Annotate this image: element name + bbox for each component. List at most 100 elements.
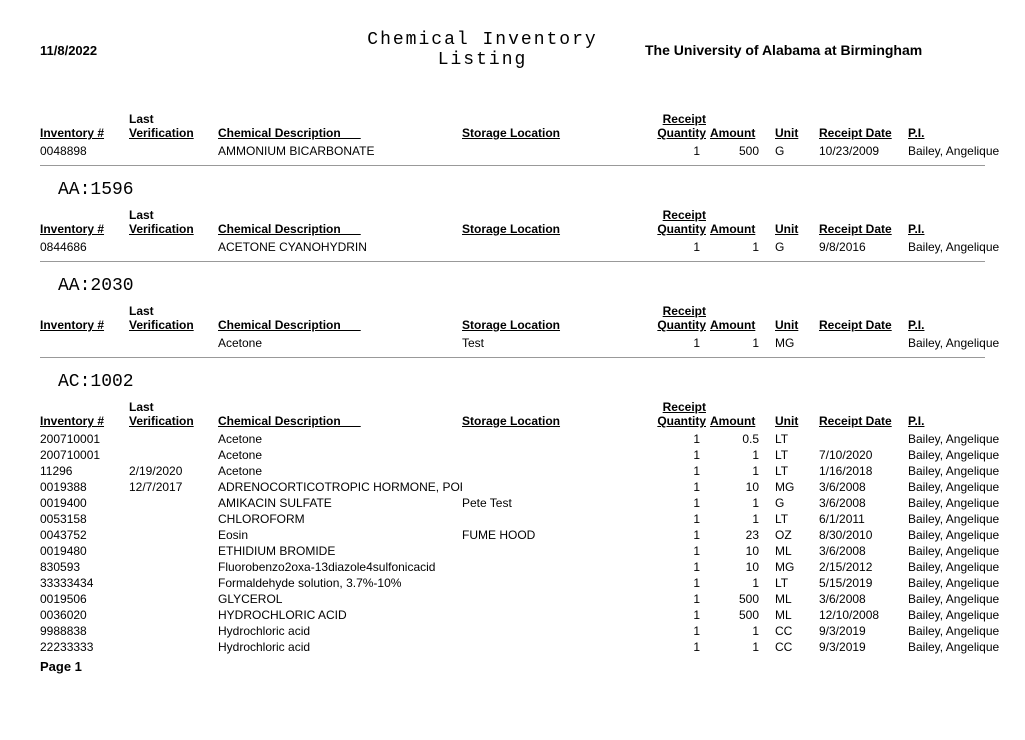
cell-unit: LT bbox=[769, 463, 819, 479]
cell-verification bbox=[129, 431, 218, 447]
cell-amount: 1 bbox=[710, 495, 769, 511]
cell-verification bbox=[129, 607, 218, 623]
cell-pi: Bailey, Angelique bbox=[908, 543, 1025, 559]
cell-pi: Bailey, Angelique bbox=[908, 559, 1025, 575]
cell-inventory: 0048898 bbox=[40, 143, 129, 159]
cell-inventory: 9988838 bbox=[40, 623, 129, 639]
cell-description: Formaldehyde solution, 3.7%-10% bbox=[218, 575, 462, 591]
col-description: Chemical Description bbox=[218, 206, 462, 239]
cell-quantity: 1 bbox=[646, 143, 710, 159]
col-unit: Unit bbox=[769, 110, 819, 143]
cell-location bbox=[462, 543, 646, 559]
inventory-table: Inventory # LastVerification Chemical De… bbox=[40, 110, 1025, 159]
cell-verification bbox=[129, 495, 218, 511]
cell-pi: Bailey, Angelique bbox=[908, 623, 1025, 639]
cell-receipt-date: 10/23/2009 bbox=[819, 143, 908, 159]
col-description: Chemical Description bbox=[218, 110, 462, 143]
col-unit: Unit bbox=[769, 206, 819, 239]
inventory-table: Inventory # LastVerification Chemical De… bbox=[40, 206, 1025, 255]
cell-location bbox=[462, 143, 646, 159]
cell-description: Acetone bbox=[218, 447, 462, 463]
cell-inventory: 22233333 bbox=[40, 639, 129, 655]
column-header-row: Inventory # LastVerification Chemical De… bbox=[40, 398, 1025, 431]
cell-receipt-date: 9/8/2016 bbox=[819, 239, 908, 255]
report-org: The University of Alabama at Birmingham bbox=[645, 42, 985, 58]
cell-unit: MG bbox=[769, 479, 819, 495]
column-header-row: Inventory # LastVerification Chemical De… bbox=[40, 206, 1025, 239]
cell-receipt-date bbox=[819, 335, 908, 351]
cell-description: Hydrochloric acid bbox=[218, 623, 462, 639]
col-pi: P.I. bbox=[908, 110, 1025, 143]
col-quantity: ReceiptQuantity bbox=[646, 302, 710, 335]
cell-verification: 2/19/2020 bbox=[129, 463, 218, 479]
col-pi: P.I. bbox=[908, 398, 1025, 431]
col-receipt-date: Receipt Date bbox=[819, 206, 908, 239]
cell-receipt-date: 1/16/2018 bbox=[819, 463, 908, 479]
cell-unit: MG bbox=[769, 335, 819, 351]
cell-location bbox=[462, 239, 646, 255]
cell-verification bbox=[129, 447, 218, 463]
table-row: 0019400 AMIKACIN SULFATE Pete Test 1 1 G… bbox=[40, 495, 1025, 511]
cell-quantity: 1 bbox=[646, 639, 710, 655]
cell-pi: Bailey, Angelique bbox=[908, 575, 1025, 591]
cell-receipt-date: 8/30/2010 bbox=[819, 527, 908, 543]
cell-verification bbox=[129, 239, 218, 255]
cell-quantity: 1 bbox=[646, 479, 710, 495]
cell-receipt-date: 5/15/2019 bbox=[819, 575, 908, 591]
cell-quantity: 1 bbox=[646, 623, 710, 639]
cell-verification bbox=[129, 591, 218, 607]
cell-description: AMMONIUM BICARBONATE bbox=[218, 143, 462, 159]
col-unit: Unit bbox=[769, 302, 819, 335]
cell-location bbox=[462, 431, 646, 447]
table-row: 0844686 ACETONE CYANOHYDRIN 1 1 G 9/8/20… bbox=[40, 239, 1025, 255]
cell-description: Eosin bbox=[218, 527, 462, 543]
cell-receipt-date: 7/10/2020 bbox=[819, 447, 908, 463]
cell-description: ETHIDIUM BROMIDE bbox=[218, 543, 462, 559]
col-verification: LastVerification bbox=[129, 206, 218, 239]
cell-receipt-date: 3/6/2008 bbox=[819, 543, 908, 559]
cell-unit: LT bbox=[769, 511, 819, 527]
cell-unit: G bbox=[769, 143, 819, 159]
cell-location: Pete Test bbox=[462, 495, 646, 511]
cell-quantity: 1 bbox=[646, 447, 710, 463]
cell-quantity: 1 bbox=[646, 575, 710, 591]
cell-pi: Bailey, Angelique bbox=[908, 495, 1025, 511]
cell-quantity: 1 bbox=[646, 431, 710, 447]
cell-amount: 500 bbox=[710, 607, 769, 623]
col-location: Storage Location bbox=[462, 398, 646, 431]
cell-quantity: 1 bbox=[646, 591, 710, 607]
section-code: AC:1002 bbox=[58, 372, 985, 392]
cell-quantity: 1 bbox=[646, 559, 710, 575]
cell-inventory bbox=[40, 335, 129, 351]
cell-amount: 0.5 bbox=[710, 431, 769, 447]
table-row: 0048898 AMMONIUM BICARBONATE 1 500 G 10/… bbox=[40, 143, 1025, 159]
cell-receipt-date: 3/6/2008 bbox=[819, 495, 908, 511]
section-divider bbox=[40, 357, 985, 358]
col-description: Chemical Description bbox=[218, 302, 462, 335]
cell-unit: LT bbox=[769, 447, 819, 463]
col-location: Storage Location bbox=[462, 110, 646, 143]
cell-location bbox=[462, 575, 646, 591]
cell-unit: CC bbox=[769, 639, 819, 655]
cell-receipt-date: 12/10/2008 bbox=[819, 607, 908, 623]
cell-pi: Bailey, Angelique bbox=[908, 143, 1025, 159]
cell-quantity: 1 bbox=[646, 527, 710, 543]
cell-unit: G bbox=[769, 239, 819, 255]
cell-inventory: 33333434 bbox=[40, 575, 129, 591]
col-description: Chemical Description bbox=[218, 398, 462, 431]
page-number: Page 1 bbox=[40, 659, 985, 674]
report-date: 11/8/2022 bbox=[40, 43, 320, 58]
cell-receipt-date: 2/15/2012 bbox=[819, 559, 908, 575]
cell-location bbox=[462, 463, 646, 479]
cell-pi: Bailey, Angelique bbox=[908, 463, 1025, 479]
cell-amount: 1 bbox=[710, 335, 769, 351]
col-amount: Amount bbox=[710, 302, 769, 335]
cell-unit: ML bbox=[769, 543, 819, 559]
table-row: 200710001 Acetone 1 0.5 LT Bailey, Angel… bbox=[40, 431, 1025, 447]
col-amount: Amount bbox=[710, 206, 769, 239]
cell-inventory: 200710001 bbox=[40, 447, 129, 463]
table-row: 0019388 12/7/2017 ADRENOCORTICOTROPIC HO… bbox=[40, 479, 1025, 495]
table-row: 33333434 Formaldehyde solution, 3.7%-10%… bbox=[40, 575, 1025, 591]
cell-receipt-date bbox=[819, 431, 908, 447]
cell-amount: 1 bbox=[710, 463, 769, 479]
